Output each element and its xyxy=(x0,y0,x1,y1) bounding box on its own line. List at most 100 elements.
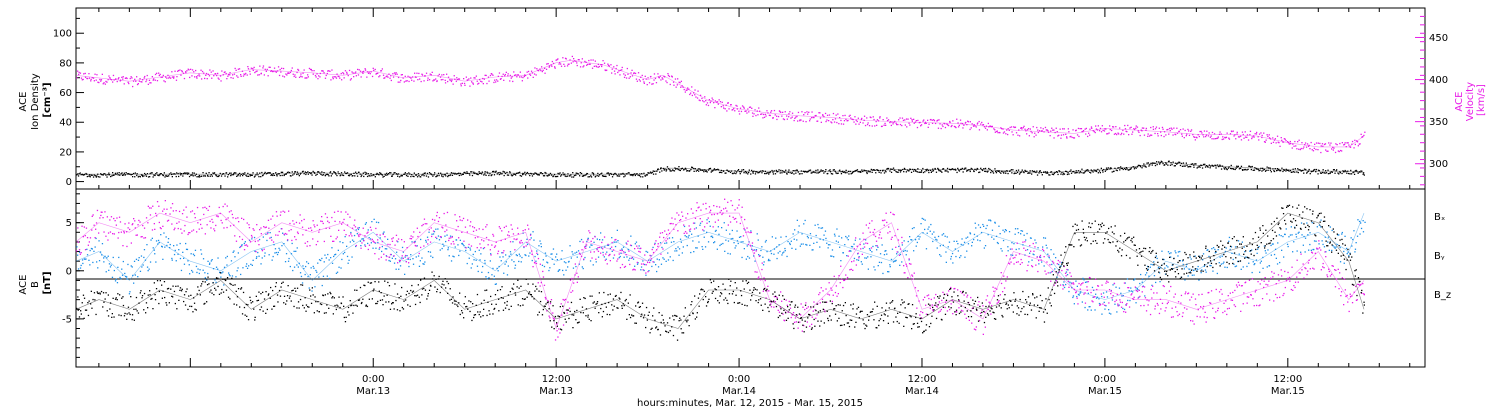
data-point xyxy=(154,253,156,255)
data-point xyxy=(1108,132,1110,134)
data-point xyxy=(1357,219,1359,221)
data-point xyxy=(142,224,144,227)
data-point xyxy=(425,241,427,243)
data-point xyxy=(185,206,187,208)
data-point xyxy=(1130,287,1132,289)
data-point xyxy=(840,119,842,122)
data-point xyxy=(102,83,104,85)
data-point xyxy=(1327,150,1329,152)
data-point xyxy=(567,173,569,175)
data-point xyxy=(146,74,148,77)
data-point xyxy=(578,252,581,254)
data-point xyxy=(1153,162,1155,164)
data-point xyxy=(250,174,252,176)
data-point xyxy=(353,172,355,174)
data-point xyxy=(126,276,128,278)
data-point xyxy=(616,175,618,177)
data-point xyxy=(662,78,664,80)
data-point xyxy=(784,247,786,250)
data-point xyxy=(313,70,315,72)
data-point xyxy=(474,237,476,239)
data-point xyxy=(921,170,923,172)
data-point xyxy=(104,255,106,257)
data-point xyxy=(833,233,836,235)
data-point xyxy=(626,173,628,175)
data-point xyxy=(366,175,369,178)
data-point xyxy=(555,59,557,61)
data-point xyxy=(1195,163,1197,165)
data-point xyxy=(144,75,146,78)
data-point xyxy=(957,167,959,170)
data-point xyxy=(590,59,592,61)
data-point xyxy=(902,119,905,121)
data-point xyxy=(611,68,613,70)
data-point xyxy=(435,236,437,238)
data-point xyxy=(452,255,454,257)
data-point xyxy=(1245,256,1247,258)
data-point xyxy=(1297,168,1299,170)
data-point xyxy=(512,241,514,243)
data-point xyxy=(348,175,350,177)
data-point xyxy=(922,171,925,174)
data-point xyxy=(621,248,623,250)
data-point xyxy=(130,265,132,267)
data-point xyxy=(112,256,114,259)
data-point xyxy=(904,249,906,252)
data-point xyxy=(439,76,442,78)
data-point xyxy=(182,173,184,175)
data-point xyxy=(484,74,486,76)
data-point xyxy=(188,264,190,266)
data-point xyxy=(355,229,357,231)
data-point xyxy=(506,174,509,176)
data-point xyxy=(156,201,159,203)
data-point xyxy=(743,172,745,174)
data-point xyxy=(1339,246,1341,249)
data-point xyxy=(1015,169,1018,172)
data-point xyxy=(435,228,437,230)
data-point xyxy=(1114,167,1116,169)
data-point xyxy=(524,171,526,173)
data-point xyxy=(1255,133,1258,135)
data-point xyxy=(526,171,529,174)
data-point xyxy=(774,173,777,175)
data-point xyxy=(1329,144,1331,146)
data-point xyxy=(525,174,527,176)
data-point xyxy=(174,70,176,72)
data-point xyxy=(1079,128,1081,130)
data-point xyxy=(969,121,971,123)
data-point xyxy=(951,124,953,127)
data-point xyxy=(542,69,544,71)
data-point xyxy=(1129,168,1131,170)
data-point xyxy=(589,260,592,262)
data-point xyxy=(790,172,793,174)
data-point xyxy=(791,116,793,118)
data-point xyxy=(556,59,558,61)
data-point xyxy=(312,265,314,268)
data-point xyxy=(252,69,254,71)
data-point xyxy=(443,174,445,176)
data-point xyxy=(572,176,575,178)
data-point xyxy=(773,248,776,250)
data-point xyxy=(470,77,472,79)
data-point xyxy=(815,114,817,117)
data-point xyxy=(840,260,842,262)
data-point xyxy=(337,210,339,212)
data-point xyxy=(1018,173,1021,175)
data-point xyxy=(1127,169,1129,171)
data-point xyxy=(543,265,546,268)
data-point xyxy=(597,256,600,258)
data-point xyxy=(98,81,100,84)
data-point xyxy=(433,231,436,233)
data-point xyxy=(1190,258,1192,260)
data-point xyxy=(1049,174,1051,176)
data-point xyxy=(698,170,700,172)
data-point xyxy=(122,245,124,247)
data-point xyxy=(302,72,304,74)
data-point xyxy=(205,172,207,174)
data-point xyxy=(316,73,318,75)
data-point xyxy=(1219,256,1221,258)
data-point xyxy=(249,241,252,243)
data-point xyxy=(841,237,843,239)
data-point xyxy=(189,76,191,79)
data-point xyxy=(331,247,333,249)
